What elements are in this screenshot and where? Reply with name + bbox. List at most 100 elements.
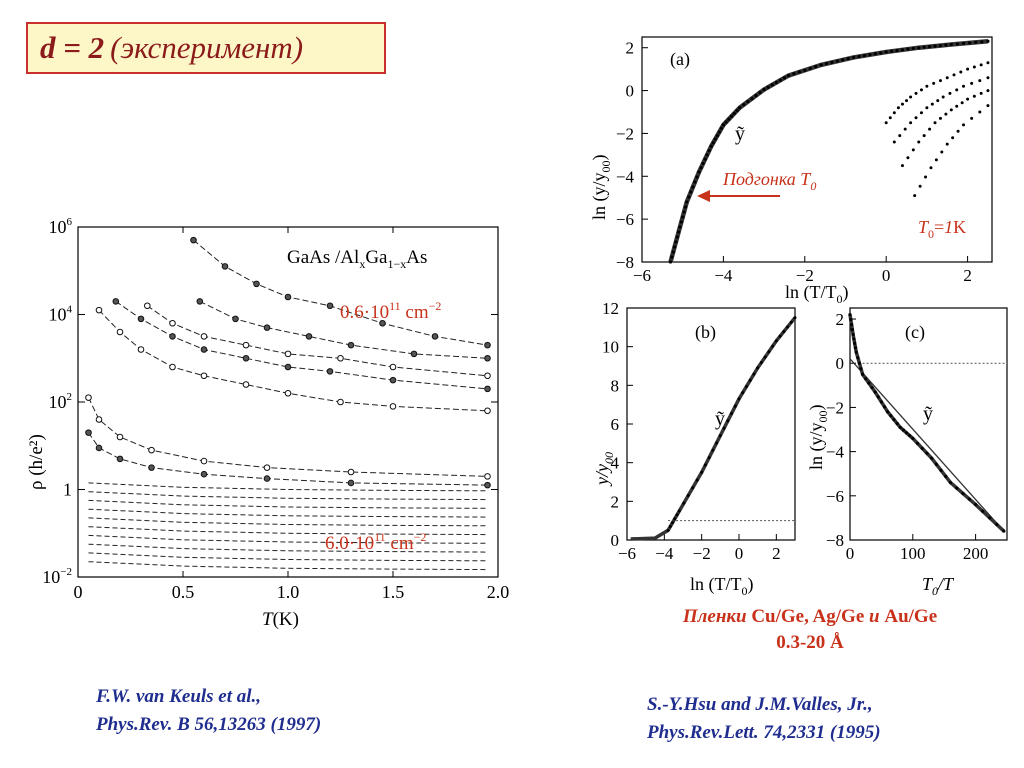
- data-point: [752, 372, 756, 376]
- y-tick-label: −4: [826, 443, 845, 462]
- branch-point: [962, 123, 966, 127]
- data-point: [786, 73, 791, 78]
- data-point: [699, 166, 703, 170]
- data-point: [686, 494, 690, 498]
- data-point: [824, 62, 829, 66]
- branch-point: [918, 184, 922, 188]
- data-point: [263, 475, 271, 482]
- data-point: [974, 40, 978, 44]
- films-label: Пленки Cu/Ge, Ag/Ge и Au/Ge 0.3-20 Å: [600, 604, 1020, 656]
- panel-a-tick-labels: −6 −4 −2 0 2−8−6−4−202: [616, 39, 972, 285]
- data-point: [995, 522, 999, 527]
- data-point: [718, 434, 722, 438]
- data-point: [726, 419, 730, 423]
- data-point: [750, 97, 754, 101]
- data-point: [681, 215, 685, 219]
- branch-point: [956, 129, 960, 133]
- left-tick-labels: 0 0.5 1.0 1.5 2.0 106 104 102 1 10−2: [42, 216, 509, 602]
- data-point: [337, 354, 344, 362]
- data-point: [862, 53, 867, 58]
- data-point: [200, 346, 208, 353]
- t0-label: T0=1K: [918, 217, 966, 241]
- y-tick-label: 0: [836, 354, 845, 373]
- data-point: [679, 220, 683, 224]
- data-point: [697, 170, 701, 174]
- data-point: [961, 492, 965, 496]
- branch-point: [934, 158, 938, 162]
- data-point: [484, 385, 491, 393]
- fit-label: Подгонка T0: [722, 169, 816, 193]
- branch-point: [948, 91, 952, 95]
- panel-b-data: [630, 316, 797, 541]
- data-point: [819, 63, 823, 67]
- panel-c-xlabel: T0/T: [922, 574, 955, 598]
- data-point: [770, 83, 774, 87]
- data-point: [961, 41, 966, 46]
- data-point: [431, 333, 439, 340]
- data-point: [190, 236, 197, 244]
- data-point: [379, 319, 386, 327]
- low-density-series-line: [88, 482, 488, 492]
- data-point: [949, 42, 953, 47]
- x-tick-label: 2: [963, 266, 972, 285]
- data-point: [674, 240, 678, 244]
- y-tick-label: −6: [616, 210, 634, 229]
- data-point: [137, 346, 145, 353]
- data-point: [738, 106, 742, 110]
- x-tick-label: −2: [796, 266, 814, 285]
- data-point: [668, 524, 672, 528]
- data-point: [904, 431, 909, 435]
- data-point: [786, 325, 790, 329]
- branch-point: [955, 104, 959, 108]
- branch-point: [914, 91, 918, 95]
- branch-point: [979, 91, 983, 95]
- panel-a-curve-label: ỹ: [735, 123, 745, 145]
- data-point: [868, 53, 872, 57]
- data-point: [948, 480, 953, 485]
- data-point: [719, 126, 723, 131]
- data-point: [389, 376, 397, 384]
- data-point: [944, 43, 948, 47]
- branch-point: [949, 108, 953, 112]
- data-point: [700, 470, 704, 474]
- data-point: [284, 363, 292, 371]
- data-point: [711, 141, 715, 145]
- y-tick-label: −2: [616, 124, 634, 143]
- data-point: [703, 157, 707, 161]
- y-tick-label: 0: [626, 82, 635, 101]
- branch-point: [986, 104, 990, 108]
- panel-a-label: (a): [670, 49, 690, 70]
- series-line: [147, 305, 488, 377]
- data-point: [347, 341, 355, 349]
- panel-c-data: [848, 313, 1007, 533]
- data-point: [682, 501, 686, 505]
- panel-a-chart: −6 −4 −2 0 2−8−6−4−202 (a) ỹ Подгонка T0 T0=…: [589, 36, 993, 306]
- data-point: [169, 319, 176, 327]
- branch-point: [909, 95, 913, 99]
- data-point: [687, 195, 691, 199]
- branch-point: [970, 81, 974, 85]
- data-point: [169, 333, 176, 340]
- branch-point: [970, 116, 974, 120]
- data-point: [732, 111, 736, 116]
- branch-point: [909, 121, 913, 125]
- data-point: [484, 407, 491, 415]
- data-point: [389, 363, 397, 371]
- x-tick-label: 0: [74, 582, 83, 602]
- y-tick-label: −8: [616, 253, 634, 272]
- y-tick-label: −6: [826, 487, 844, 506]
- fit-arrow: [697, 190, 780, 202]
- panel-c-curve-label: ỹ: [923, 403, 933, 425]
- films-and: и: [869, 606, 880, 627]
- data-point: [879, 400, 883, 404]
- data-point: [326, 302, 334, 310]
- citation-left: F.W. van Keuls et al., Phys.Rev. B 56,13…: [96, 683, 321, 739]
- data-point: [778, 78, 782, 82]
- y-tick-label: 104: [49, 304, 73, 325]
- data-point: [242, 341, 250, 349]
- data-point: [882, 405, 887, 409]
- branch-point: [941, 95, 945, 99]
- data-point: [934, 462, 938, 466]
- low-density-series-line: [88, 526, 488, 536]
- branch-point: [888, 116, 892, 120]
